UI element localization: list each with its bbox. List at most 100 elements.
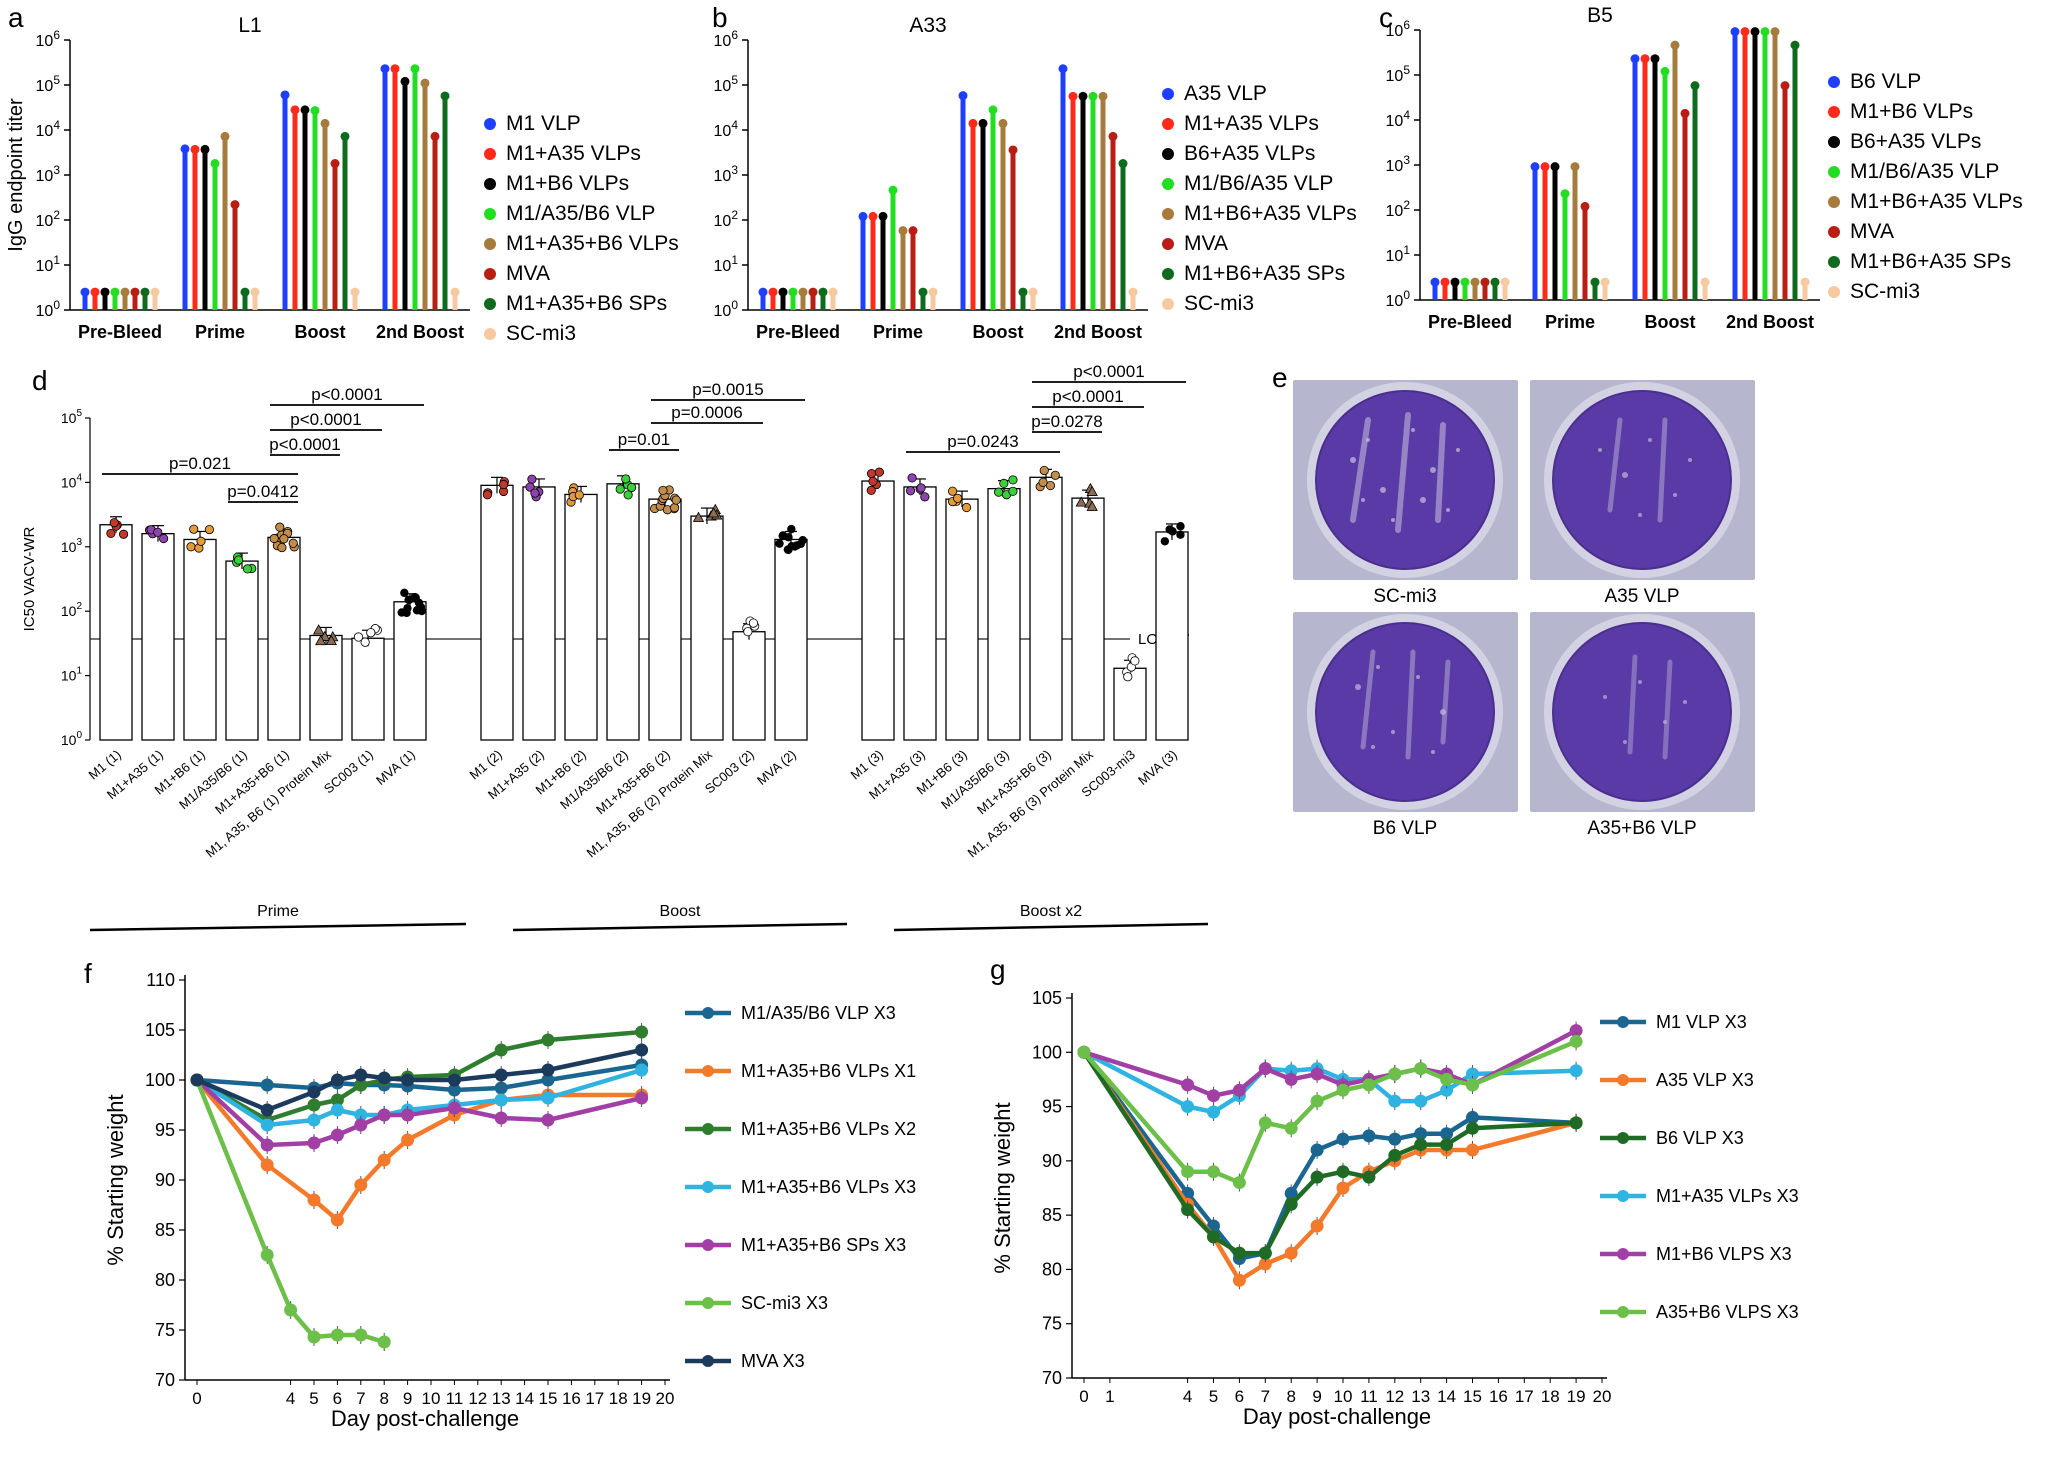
data-point-b6-vlp-x3 [1207, 1230, 1220, 1244]
bar-tip-m1-b6-a35-sps [1118, 159, 1128, 169]
x-tick-label: 11 [446, 1389, 464, 1408]
legend-marker-sc-mi3-x3 [702, 1297, 714, 1309]
x-tick-label: 19 [632, 1389, 651, 1408]
x-tick-label-mva-2: MVA (2) [754, 747, 799, 788]
data-point-m1-a35-vlps-x3 [1440, 1083, 1454, 1097]
x-tick-label: 2nd Boost [1726, 312, 1814, 332]
bar-tip-m1-b6-a35-vlps [1098, 91, 1108, 101]
y-tick-label: 104 [61, 472, 83, 490]
y-tick-label: 105 [61, 408, 83, 426]
legend-label-m1-a35-b6-vlps-x2: M1+A35+B6 VLPs X2 [741, 1119, 916, 1139]
data-point-m1-1 [106, 528, 116, 539]
legend-marker-m1-b6-vlps [484, 178, 496, 190]
x-tick-label: Pre-Bleed [756, 322, 840, 342]
panel-letter-b: b [712, 2, 728, 33]
bar-tip-m1-b6-vlps [1740, 27, 1750, 37]
bar-tip-m1-b6-a35-sps [818, 287, 828, 297]
legend-marker-b6-vlp [1828, 76, 1840, 88]
data-point-m1-a35-vlps-x3 [1466, 1067, 1479, 1081]
y-tick-label: 95 [1042, 1097, 1062, 1117]
x-tick-label: Boost [973, 322, 1024, 342]
data-point-m1-b6-2 [574, 490, 584, 500]
bar-m1-b6-2 [564, 493, 598, 741]
legend-marker-mva [1828, 226, 1840, 238]
x-tick-label: 13 [492, 1389, 511, 1408]
legend-marker-a35-vlp-x3 [1617, 1074, 1629, 1086]
data-point-m1-vlp-x3 [1284, 1186, 1298, 1200]
chart-panel-f: 70 75 80 85 90 95 100 105 110 0 4 5 6 7 8 9 10 11 12 13 14 15… [103, 970, 916, 1431]
data-point-a35-b6-vlps-x3 [1232, 1176, 1246, 1190]
data-point-sc003-mi3 [1130, 656, 1140, 666]
data-point-m1-b6-vlps-x3 [1232, 1083, 1246, 1097]
y-tick-label: 105 [714, 73, 739, 95]
legend-label-sc-mi3: SC-mi3 [506, 322, 576, 345]
data-point-a35-b6-vlps-x3 [1569, 1034, 1583, 1048]
data-point-sc-mi3-x3 [284, 1303, 298, 1317]
significance-label: p=0.0015 [692, 380, 763, 399]
x-tick-label-m1-1: M1 (1) [86, 747, 124, 783]
data-point-m1-a35-b6-3 [1039, 465, 1049, 476]
legend-label-m1-a35-b6-vlps-x1: M1+A35+B6 VLPs X1 [741, 1061, 916, 1081]
data-point-b6-vlp-x3 [1414, 1138, 1428, 1152]
data-point-m1-b6-3 [952, 493, 963, 503]
data-point-mva-1 [397, 608, 406, 617]
bar-tip-m1-b6-a35-sps [1690, 81, 1700, 91]
bar-tip-m1-a35-b6-sps [140, 287, 150, 297]
x-tick-label: 7 [356, 1389, 365, 1408]
x-tick-label: Boost [1645, 312, 1696, 332]
data-point-a35-b6-vlps-x3 [1362, 1078, 1376, 1092]
x-tick-label: 16 [562, 1389, 581, 1408]
legend-label-b6-vlp-x3: B6 VLP X3 [1656, 1128, 1744, 1148]
bar-tip-m1-a35-vlps [190, 144, 200, 154]
legend-label-m1-a35-b6-sps-x3: M1+A35+B6 SPs X3 [741, 1235, 906, 1255]
data-point-m1-a35-b6-vlps-x3 [541, 1091, 555, 1105]
y-tick-label: 102 [1386, 198, 1411, 220]
data-point-mva-2 [784, 545, 793, 555]
group-label-prime: Prime [257, 903, 299, 920]
data-point-m1-a35-vlps-x3 [1569, 1064, 1583, 1078]
data-point-m1-a35-b6-sps-x3 [354, 1118, 368, 1132]
y-tick-label: 75 [155, 1320, 175, 1340]
data-point-m1-a35-2 [525, 482, 535, 492]
data-point-m1-a35-b6-2 [671, 495, 681, 505]
bar-tip-m1-a35-vlps [290, 105, 300, 115]
panel-letter-e: e [1272, 362, 1288, 393]
chart-title: L1 [238, 14, 261, 37]
data-point-m1-a35-b6-sps-x3 [401, 1108, 415, 1122]
x-tick-label: 15 [1463, 1387, 1482, 1406]
bar-tip-sc-mi3 [450, 287, 460, 297]
series-line-m1-b6-vlps-x3 [1083, 1028, 1578, 1098]
y-tick-label: 104 [714, 118, 739, 140]
data-point-mva-x3 [377, 1071, 391, 1085]
data-point-mva-1 [400, 588, 409, 598]
data-point-m1-a35-b6-2 [623, 490, 633, 500]
legend-label-m1-b6-vlps: M1+B6 VLPs [506, 172, 629, 195]
bar-tip-m1-a35-b6-vlps [120, 287, 130, 297]
y-tick-label: 103 [61, 537, 83, 555]
bar-tip-mva [808, 287, 818, 297]
significance-label: p=0.0412 [227, 482, 298, 501]
legend-label-m1-vlp-x3: M1 VLP X3 [1656, 1012, 1747, 1032]
legend-marker-b6-a35-vlps [1162, 148, 1174, 160]
data-point-mva-x3 [307, 1085, 321, 1099]
legend-marker-m1-a35-b6-vlp [484, 208, 496, 220]
data-point-b6-vlp-x3 [1440, 1138, 1454, 1152]
y-tick-label: 106 [36, 28, 61, 50]
x-tick-label: 6 [333, 1389, 342, 1408]
chart-title: B5 [1587, 4, 1613, 27]
data-point-m1-a35-b6-sps-x3 [260, 1138, 274, 1152]
data-point-sc003-2 [743, 627, 753, 637]
y-tick-label: 101 [714, 253, 739, 275]
data-point-m1-b6-1 [186, 542, 196, 552]
data-point-m1-a35-b6-vlp-x3 [541, 1073, 555, 1087]
legend-label-m1-b6-a35-vlps: M1+B6+A35 VLPs [1850, 190, 2023, 213]
chart-panel-b: 100 101 102 103 104 105 106 A33 Pre-Bleed Prime Bo… [714, 14, 1357, 342]
data-point-m1-a35-b6-sps-x3 [377, 1108, 391, 1122]
bar-mva-1 [393, 601, 427, 741]
bar-tip-m1-b6-a35-sps [918, 287, 928, 297]
data-point-m1-b6-vlps-x3 [1181, 1078, 1195, 1092]
x-tick-label: 8 [1286, 1387, 1295, 1406]
x-tick-label: 20 [656, 1389, 675, 1408]
data-point-sc-mi3-x3 [354, 1328, 368, 1342]
